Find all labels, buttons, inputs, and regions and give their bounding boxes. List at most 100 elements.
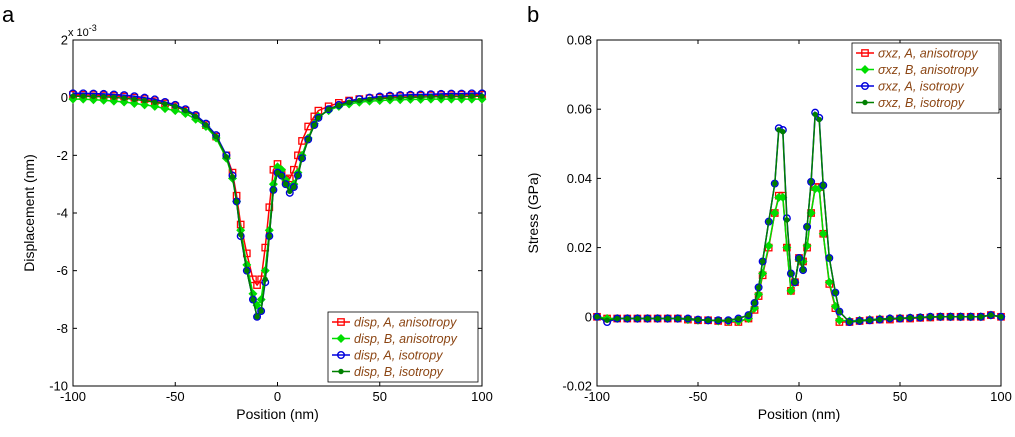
chart-b-series-4-point xyxy=(604,317,610,323)
chart-b-series-2-point xyxy=(770,208,780,218)
chart-b-series-2-point xyxy=(818,229,828,239)
chart-b-legend-marker xyxy=(861,49,869,57)
chart-b-legend-marker xyxy=(861,81,870,90)
chart-b-series-4-point xyxy=(957,314,964,320)
panel-a-exponent: x 10-3 xyxy=(68,23,97,39)
chart-a: -100 -50 0 50 100 2 0 -2 -4 -6 -8 -10 Position (nm) D… xyxy=(21,33,493,423)
chart-a-series-4-point xyxy=(233,198,240,205)
chart-b-series-4-point xyxy=(820,182,826,189)
chart-b-ylabel: Stress (GPa) xyxy=(525,173,541,254)
chart-a-series-4-point xyxy=(182,107,189,114)
chart-a-series-4-point xyxy=(121,95,127,101)
chart-b-series-4-point xyxy=(998,314,1004,320)
chart-a-series-2-point xyxy=(477,94,487,104)
panel-b-letter: b xyxy=(527,2,539,27)
chart-a-series-4-point xyxy=(315,115,322,121)
chart-b-series-4-point xyxy=(594,314,600,320)
chart-b-series-2-point xyxy=(802,241,812,251)
chart-b-series-2-point xyxy=(786,286,796,296)
chart-a-ylabel: Displacement (nm) xyxy=(21,154,37,271)
chart-b-series-4-point xyxy=(846,319,853,325)
chart-b-series-4-point xyxy=(715,317,721,323)
chart-a-series-4-point xyxy=(262,276,268,283)
chart-a-series-4-point xyxy=(377,95,383,102)
chart-a-series-4-point xyxy=(254,314,260,320)
chart-a-series-4-point xyxy=(250,296,256,303)
chart-b-legend-marker xyxy=(862,99,868,106)
chart-a-series-4-point xyxy=(291,184,297,190)
chart-a-series-4-point xyxy=(311,122,318,128)
chart-a-series-2-point xyxy=(150,101,160,111)
chart-b-series-4-point xyxy=(804,224,810,230)
chart-a-series-4-point xyxy=(162,101,168,107)
chart-b-series-4-point xyxy=(796,255,802,261)
chart-a-series-4-point xyxy=(387,95,393,101)
chart-b-series-2-point xyxy=(758,269,768,279)
chart-b-series-4-point xyxy=(695,316,701,323)
chart-b-xtick-label: 0 xyxy=(795,389,802,404)
chart-a-series-4-point xyxy=(346,99,352,105)
chart-b-series-4-point xyxy=(765,218,772,225)
chart-a-legend-label: disp, A, anisotropy xyxy=(354,316,457,330)
chart-b-series-4-point xyxy=(816,116,822,123)
chart-a-series-4-point xyxy=(278,172,285,179)
chart-b-series-4-point xyxy=(624,315,630,322)
chart-b-ytick-label: 0.08 xyxy=(567,33,592,48)
chart-a-series-4-point xyxy=(299,155,305,161)
chart-a-series-4-point xyxy=(287,188,293,195)
chart-a-series-3-point xyxy=(310,121,319,130)
chart-b-series-4-point xyxy=(685,315,691,322)
chart-b-series-4-point xyxy=(967,314,974,320)
chart-b-legend-label: σxz, A, anisotropy xyxy=(878,47,978,61)
chart-b-series-4-point xyxy=(759,258,766,265)
chart-a-series-4-point xyxy=(438,94,444,100)
chart-a-series-4-point xyxy=(100,94,107,100)
chart-b-legend-box xyxy=(851,42,1000,114)
chart-a-series-3-point xyxy=(304,135,313,144)
chart-a-series-2-point xyxy=(170,106,180,116)
chart-b-series-4-point xyxy=(808,179,814,185)
chart-b-series-4-line xyxy=(596,112,1002,323)
chart-b-series-4-point xyxy=(917,314,923,321)
chart-a-series-2-point xyxy=(129,98,139,108)
chart-a-series-4-point xyxy=(223,154,230,160)
chart-a-xtick-label: -50 xyxy=(166,389,185,404)
chart-b-series-4-point xyxy=(947,314,954,320)
chart-b-ytick-label: 0.06 xyxy=(567,102,592,117)
chart-b-xtick-label: 100 xyxy=(990,389,1012,404)
chart-b-series-4-point xyxy=(907,315,913,321)
chart-a-series-3-point xyxy=(277,171,286,180)
chart-b-series-4-point xyxy=(988,312,994,318)
chart-b-legend: σxz, A, anisotropy σxz, B, anisotropy σxz,… xyxy=(851,42,1000,114)
chart-a-series-4-point xyxy=(295,172,301,179)
chart-a-ytick-label: -8 xyxy=(56,321,68,336)
chart-a-series-4-point xyxy=(229,174,236,180)
chart-b-xtick-label: 50 xyxy=(893,389,907,404)
chart-a-series-4-point xyxy=(407,94,414,101)
chart-b-ytick-label: 0.02 xyxy=(567,240,592,255)
chart-a-series-4-point xyxy=(336,102,342,109)
chart-a-series-4-point xyxy=(270,187,277,193)
chart-a-xtick-label: 50 xyxy=(373,389,387,404)
chart-b-series-4-point xyxy=(788,270,794,277)
chart-b-series-4 xyxy=(594,111,1004,325)
chart-a-series-4-point xyxy=(152,99,158,105)
chart-b-series-4-point xyxy=(937,314,944,320)
chart-a-series-4-point xyxy=(458,93,465,100)
chart-b-series-4-point xyxy=(705,317,711,323)
chart-b-ytick-label: 0.04 xyxy=(567,171,592,186)
chart-a-series-4-point xyxy=(366,96,373,103)
chart-b-series-4-point xyxy=(644,315,651,322)
chart-a-series-2-point xyxy=(467,94,477,104)
chart-a-series-2-point xyxy=(68,94,78,104)
chart-a-legend-marker xyxy=(337,318,345,326)
chart-b-series-4-point xyxy=(745,312,752,318)
chart-a-xlabel: Position (nm) xyxy=(236,406,318,422)
chart-a-series-4-point xyxy=(244,267,250,274)
chart-b-ytick-label: -0.02 xyxy=(562,379,592,394)
chart-b-series-4-point xyxy=(856,318,863,324)
chart-b-xtick-label: -100 xyxy=(584,389,610,404)
chart-a-series-4-point xyxy=(193,113,199,120)
chart-a-series-4-point xyxy=(203,122,209,128)
